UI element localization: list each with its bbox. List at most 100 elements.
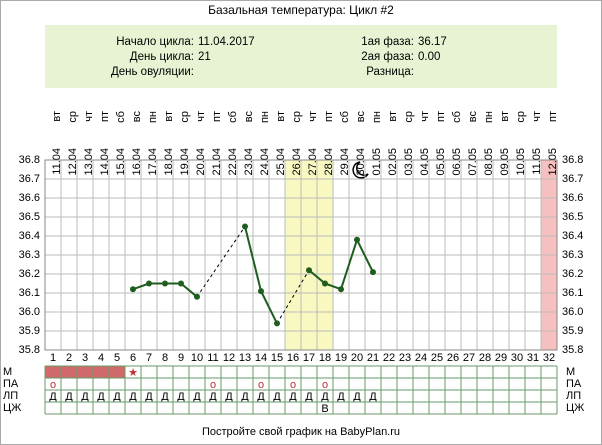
date-label: 02.05 [387, 148, 399, 176]
day-number: 10 [191, 352, 203, 364]
day-number: 32 [543, 352, 555, 364]
row-cell: Д [305, 391, 313, 403]
y-tick-label-right: 36.7 [562, 173, 583, 185]
y-tick-label: 36.5 [19, 211, 40, 223]
day-number: 2 [66, 352, 72, 364]
info-label: День цикла: [130, 51, 194, 63]
row-cell: Д [129, 391, 137, 403]
y-tick-label-right: 36.2 [562, 268, 583, 280]
y-tick-label-right: 35.8 [562, 344, 583, 356]
date-label: 19.04 [179, 148, 191, 176]
date-label: 01.05 [371, 148, 383, 176]
date-label: 23.04 [243, 148, 255, 176]
day-number: 11 [207, 352, 218, 364]
row-label-right: ПА [566, 378, 582, 390]
day-number: 21 [367, 352, 379, 364]
row-cell: o [210, 379, 216, 391]
weekday-label: вс [355, 111, 367, 123]
weekday-label: чт [419, 111, 431, 122]
day-number: 16 [287, 352, 299, 364]
point [242, 223, 248, 230]
day-number: 15 [271, 352, 283, 364]
weekday-label: чт [195, 111, 207, 122]
date-label: 28.04 [323, 148, 335, 176]
date-label: 30.04 [355, 148, 367, 176]
y-tick-label-right: 36.0 [562, 306, 583, 318]
y-tick-label-right: 36.4 [562, 230, 583, 242]
row-cell: В [321, 403, 328, 415]
day-number: 28 [479, 352, 491, 364]
plot-border [44, 159, 558, 351]
y-tick-label-right: 36.8 [562, 154, 583, 166]
info-value: 0.00 [418, 51, 440, 63]
weekday-label: пт [547, 111, 559, 122]
day-number: 24 [415, 352, 427, 364]
date-label: 16.04 [131, 148, 143, 176]
y-tick-label-right: 35.9 [562, 325, 583, 337]
row-cell: Д [257, 391, 265, 403]
point [194, 293, 200, 300]
gap-connector [196, 226, 246, 298]
y-tick-label: 36.6 [19, 192, 40, 204]
weekday-label: пн [483, 111, 495, 123]
weekday-label: вс [131, 111, 143, 123]
date-label: 15.04 [115, 148, 127, 176]
weekday-label: пт [435, 111, 447, 122]
day-number: 7 [146, 352, 152, 364]
weekday-label: сб [339, 111, 351, 123]
row-cell: ★ [128, 367, 138, 379]
row-label-right: ЦЖ [566, 402, 584, 414]
y-tick-label: 36.3 [19, 249, 40, 261]
date-label: 29.04 [339, 148, 351, 176]
row-label: ПА [3, 378, 19, 390]
row-cell: Д [369, 391, 377, 403]
weekday-label: вт [163, 111, 175, 122]
point [130, 286, 136, 293]
y-tick-label: 36.7 [19, 173, 40, 185]
day-number: 18 [319, 352, 331, 364]
row-cell: o [50, 379, 56, 391]
weekday-label: ср [67, 111, 79, 123]
weekday-label: пт [211, 111, 223, 122]
day-number: 19 [335, 352, 347, 364]
weekday-label: чт [307, 111, 319, 122]
date-label: 24.04 [259, 148, 271, 176]
row-cell: Д [353, 391, 361, 403]
day-number: 22 [383, 352, 395, 364]
date-label: 14.04 [99, 148, 111, 176]
info-value: 21 [198, 51, 211, 63]
date-label: 18.04 [163, 148, 175, 176]
weekday-label: вт [51, 111, 63, 122]
day-number: 27 [463, 352, 475, 364]
date-label: 12.05 [547, 148, 559, 176]
row-cell: Д [49, 391, 57, 403]
row-cell: Д [81, 391, 89, 403]
day-number: 3 [82, 352, 88, 364]
point [306, 267, 312, 274]
date-label: 22.04 [227, 148, 239, 176]
date-label: 17.04 [147, 148, 159, 176]
row-cell: Д [65, 391, 73, 403]
row-cell: Д [241, 391, 249, 403]
weekday-label: чт [531, 111, 543, 122]
row-cell: Д [289, 391, 297, 403]
day-number: 23 [399, 352, 411, 364]
point [162, 280, 168, 287]
row-cell: Д [273, 391, 281, 403]
row-label-right: М [566, 366, 575, 378]
row-cell: Д [337, 391, 345, 403]
point [354, 236, 360, 243]
gap-connector [276, 269, 310, 324]
footer: Постройте свой график на BabyPlan.ru [202, 426, 400, 438]
date-label: 11.04 [51, 148, 63, 175]
point [322, 280, 328, 287]
day-number: 31 [527, 352, 539, 364]
y-tick-label-right: 36.5 [562, 211, 583, 223]
y-tick-label: 36.1 [19, 287, 40, 299]
row-cell: Д [161, 391, 169, 403]
point [178, 280, 184, 287]
y-tick-label: 36.8 [19, 154, 40, 166]
date-label: 06.05 [451, 148, 463, 176]
y-tick-label: 35.8 [19, 344, 40, 356]
row-label: ЛП [3, 390, 18, 402]
